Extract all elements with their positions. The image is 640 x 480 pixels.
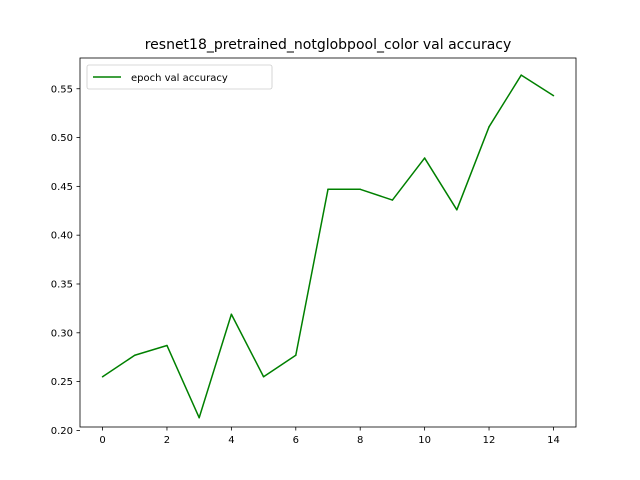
legend: epoch val accuracy [86,64,273,90]
plot-area [79,57,577,428]
x-tick-label: 2 [164,435,170,446]
y-tick-label: 0.40 [51,231,73,242]
y-tick-label: 0.35 [51,279,73,290]
x-tick-label: 0 [99,435,105,446]
data-point [166,344,168,347]
plot-frame [79,57,577,428]
y-tick-label: 0.20 [51,426,73,437]
data-point [134,354,136,356]
x-tick-label: 12 [483,435,496,446]
data-point [488,126,490,128]
data-point [101,375,104,378]
y-tick-label: 0.50 [51,133,73,144]
legend-label: epoch val accuracy [131,73,228,84]
data-point [295,354,297,356]
x-tick-label: 10 [418,435,431,446]
data-point [423,157,426,159]
data-point [456,209,458,211]
x-axis: 0 2 4 6 8 10 12 14 [99,427,560,446]
y-tick-label: 0.30 [51,328,73,339]
data-point [359,188,361,191]
series-layer [101,74,555,419]
x-tick-label: 4 [228,435,234,446]
x-tick-label: 6 [293,435,299,446]
y-axis: 0.20 0.25 0.30 0.35 0.40 0.45 0.50 0.55 [51,84,80,437]
y-tick-label: 0.55 [51,84,73,95]
data-point [552,94,555,97]
x-tick-label: 14 [547,435,560,446]
data-point [262,375,265,378]
y-tick-label: 0.25 [51,377,73,388]
data-point [198,416,200,419]
legend-box [86,64,273,90]
y-tick-label: 0.45 [51,182,73,193]
data-point [520,74,522,76]
x-tick-label: 8 [357,435,363,446]
series-line [102,74,554,419]
chart-title: resnet18_pretrained_notglobpool_color va… [145,37,512,53]
data-point [327,188,329,191]
data-point [391,199,394,201]
data-point [230,313,233,315]
